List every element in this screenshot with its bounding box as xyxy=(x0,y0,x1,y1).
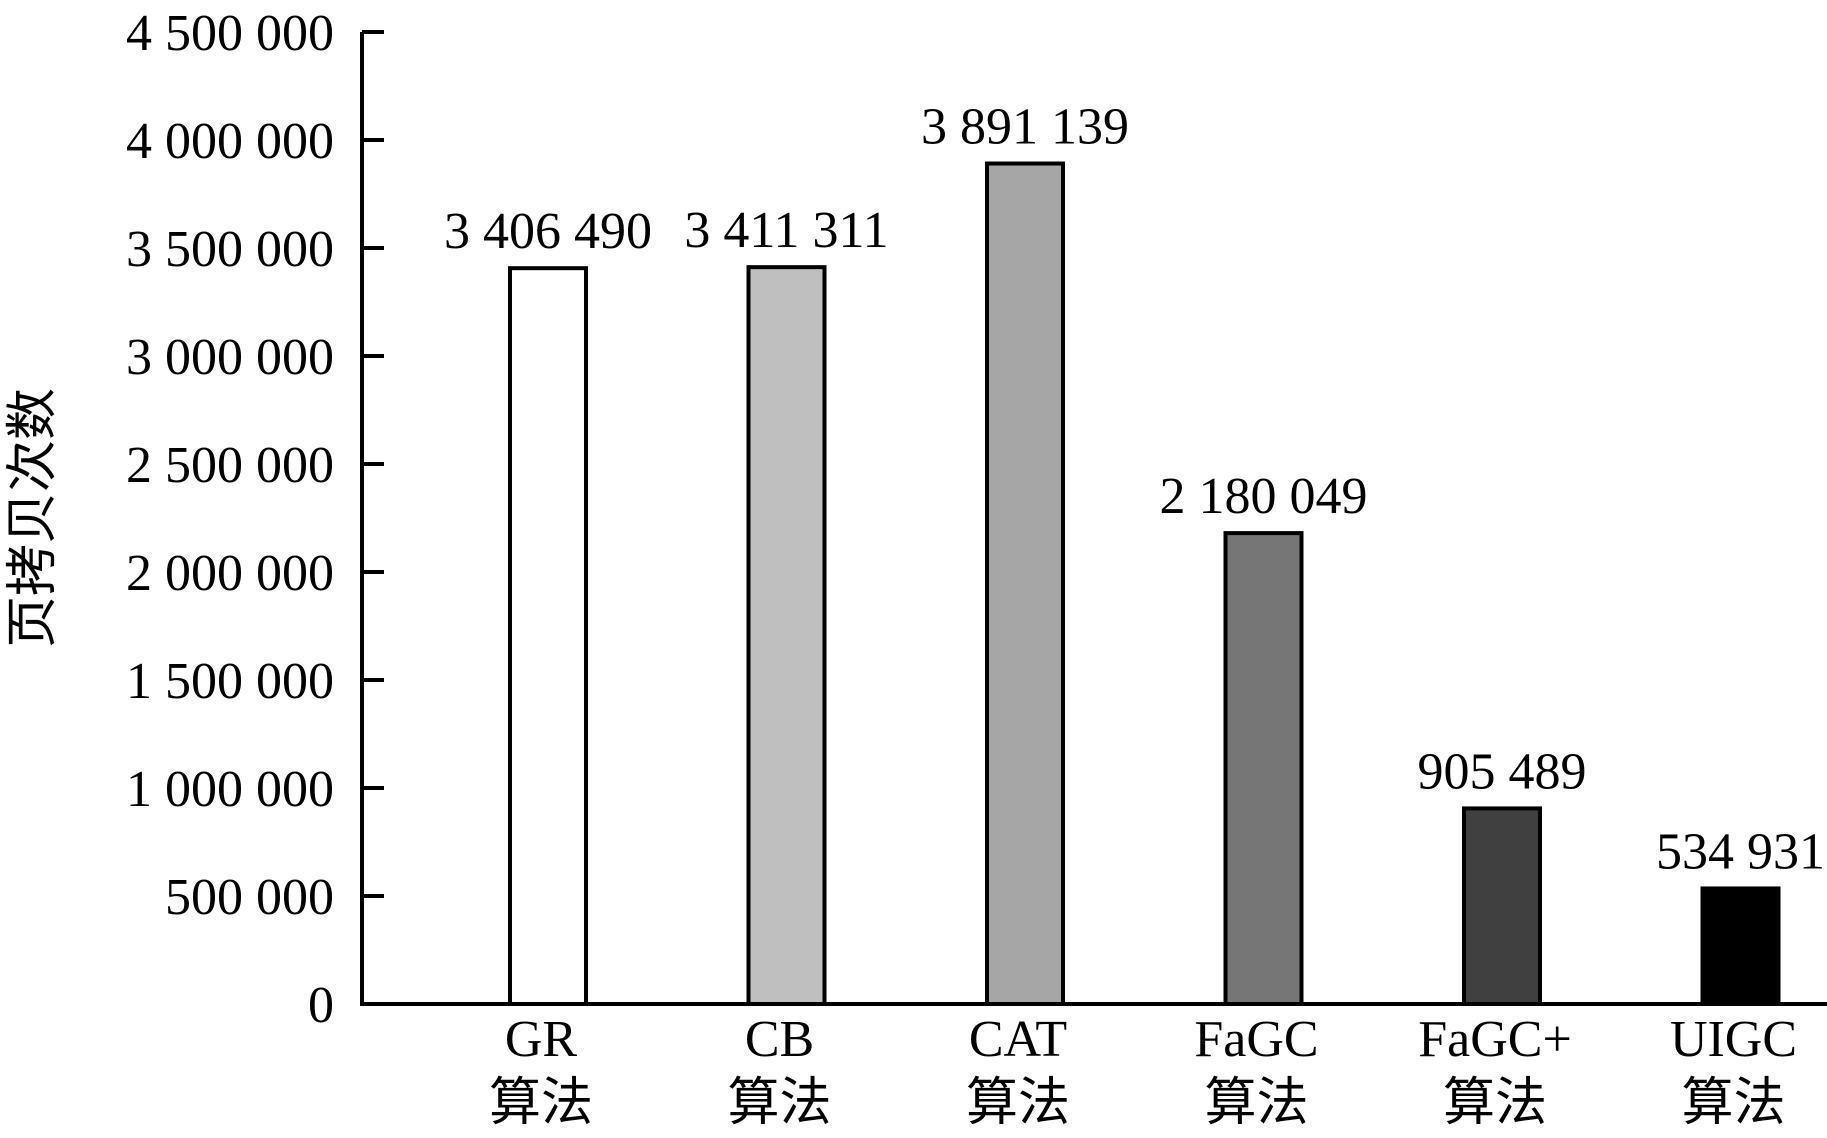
category-sublabel: 算法 xyxy=(966,1075,1070,1132)
category-sublabel: 算法 xyxy=(1443,1075,1547,1132)
category-sublabel: 算法 xyxy=(727,1075,831,1132)
y-tick-label: 1 000 000 xyxy=(126,761,334,818)
data-labels: 3 406 490 3 411 311 3 891 139 2 180 049 905 … xyxy=(444,99,1825,881)
data-label: 534 931 xyxy=(1656,823,1825,880)
category-label: UIGC xyxy=(1670,1011,1797,1068)
y-tick-label: 4 000 000 xyxy=(126,113,334,170)
y-tick-label: 2 500 000 xyxy=(126,437,334,494)
category-label: CB xyxy=(745,1011,814,1068)
category-sublabel: 算法 xyxy=(1681,1075,1785,1132)
category-label: CAT xyxy=(969,1011,1067,1068)
category-label: FaGC+ xyxy=(1418,1011,1572,1068)
category-label: GR xyxy=(505,1011,578,1068)
bar-gr xyxy=(508,266,588,1006)
y-axis-label: 页拷贝次数 xyxy=(5,388,62,648)
data-label: 905 489 xyxy=(1418,743,1587,800)
data-label: 2 180 049 xyxy=(1160,468,1368,525)
y-tick-label: 3 500 000 xyxy=(126,221,334,278)
y-tick-label: 2 000 000 xyxy=(126,545,334,602)
data-label: 3 406 490 xyxy=(444,203,652,260)
y-tick-label: 4 500 000 xyxy=(126,5,334,62)
y-tick-label: 1 500 000 xyxy=(126,653,334,710)
category-sublabel: 算法 xyxy=(489,1075,593,1132)
category-label: FaGC xyxy=(1194,1011,1318,1068)
data-label: 3 411 311 xyxy=(684,202,888,259)
y-tick-label: 3 000 000 xyxy=(126,329,334,386)
data-label: 3 891 139 xyxy=(921,99,1129,156)
y-tick-label: 0 xyxy=(308,977,334,1034)
bars xyxy=(508,161,1781,1007)
category-labels: GR 算法 CB 算法 CAT 算法 FaGC 算法 FaGC+ 算法 UIGC 算法 xyxy=(489,1011,1797,1132)
category-sublabel: 算法 xyxy=(1204,1075,1308,1132)
y-ticks: 0 500 000 1 000 000 1 500 000 2 000 000 2 500… xyxy=(126,5,384,1034)
bar-fagc-plus xyxy=(1462,806,1542,1006)
y-tick-label: 500 000 xyxy=(165,869,334,926)
bar-fagc xyxy=(1223,531,1304,1007)
bar-cat xyxy=(985,161,1065,1006)
bar-uigc xyxy=(1700,886,1781,1006)
axes xyxy=(360,32,1827,1006)
bar-cb xyxy=(746,265,827,1007)
